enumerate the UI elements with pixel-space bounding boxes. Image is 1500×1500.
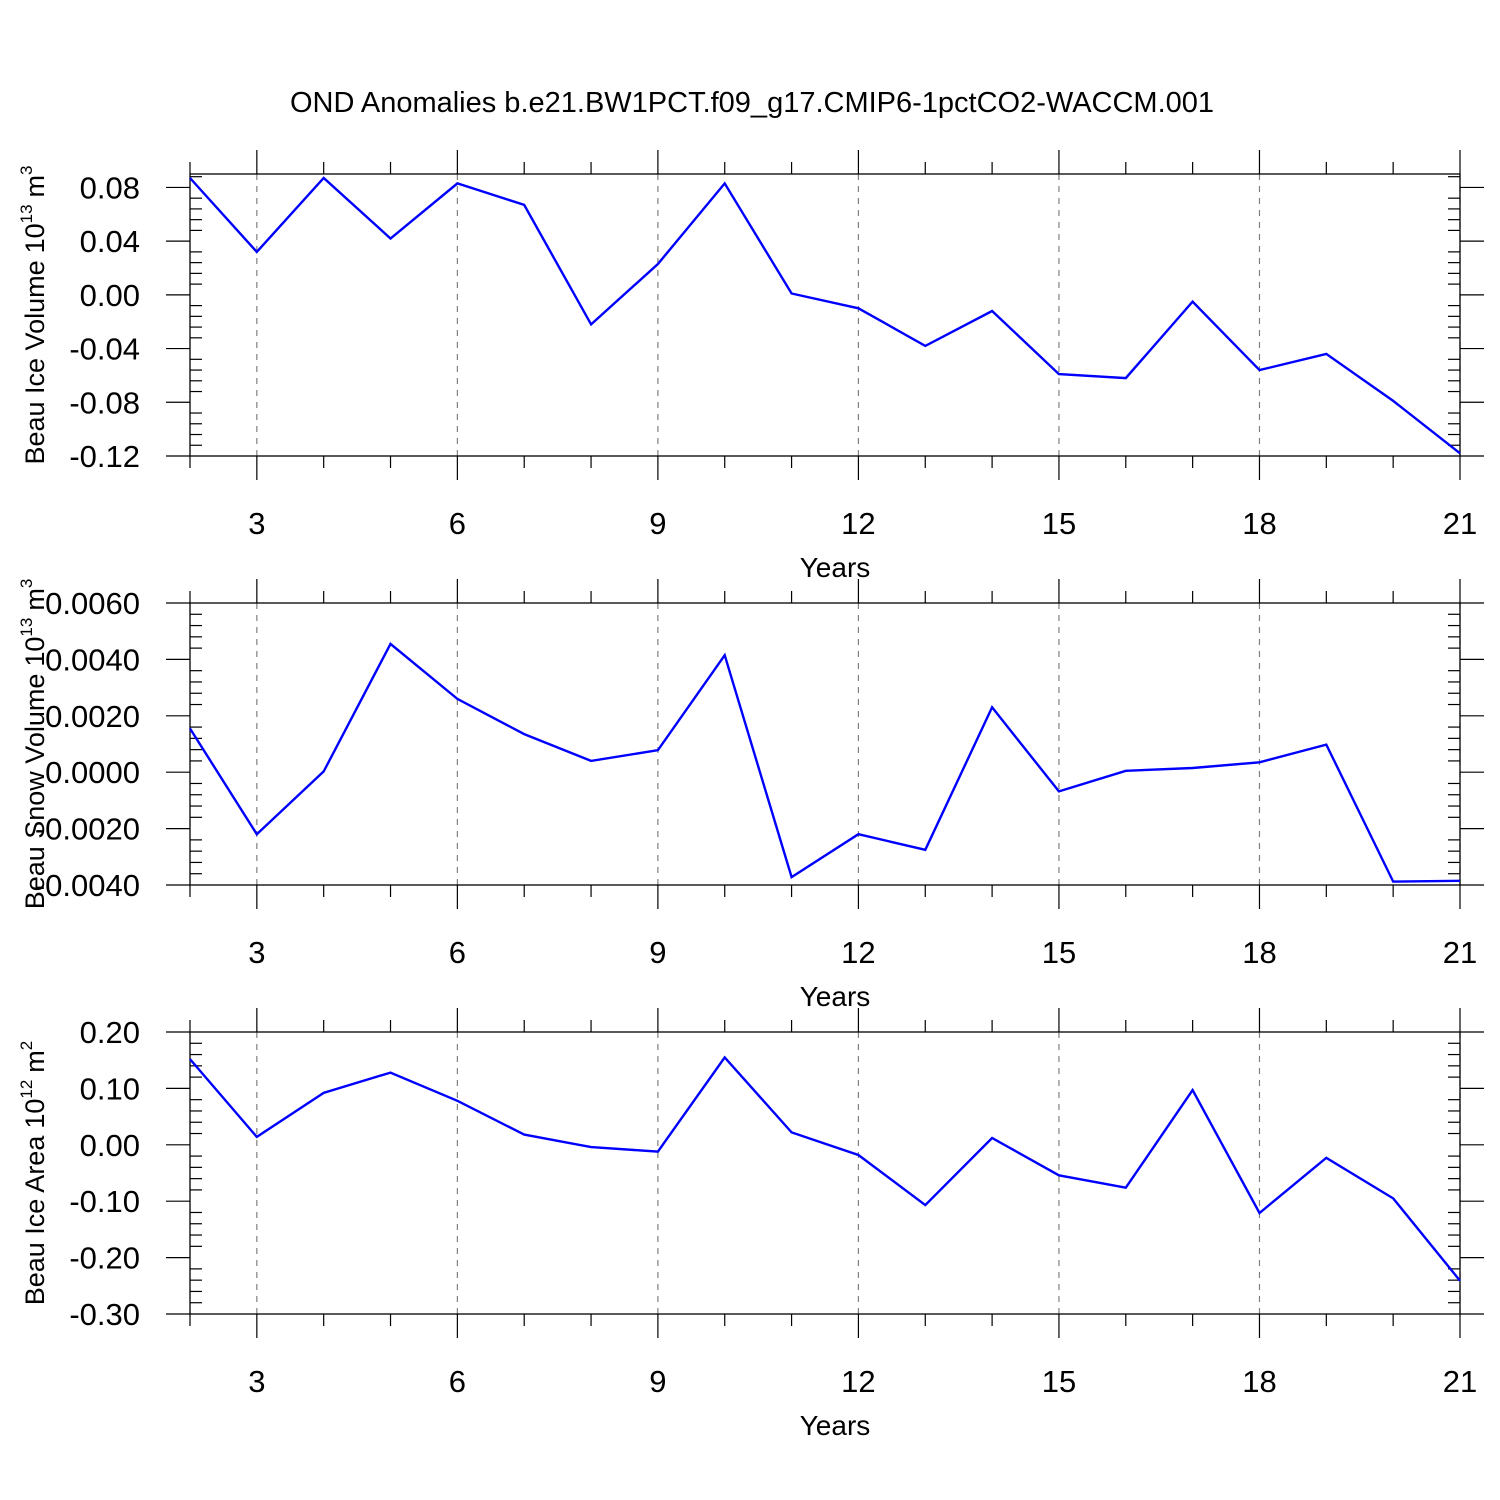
plot-frame — [189, 602, 1461, 886]
y-tick-label: -0.04 — [69, 332, 140, 367]
x-tick-label: 6 — [449, 1364, 466, 1399]
x-tick-label: 3 — [248, 935, 265, 970]
x-axis-label: Years — [800, 981, 871, 1012]
plot-frame — [189, 1031, 1461, 1315]
data-line-series — [188, 642, 1461, 883]
y-axis-label-power: 10 — [20, 1099, 50, 1129]
y-axis-label-exponent: 13 — [17, 204, 36, 223]
y-tick-label: 0.08 — [80, 170, 140, 205]
x-tick-label: 18 — [1242, 506, 1276, 541]
x-tick-label: 9 — [649, 506, 666, 541]
y-axis-label-power: 10 — [20, 223, 50, 253]
y-tick-label: 0.00 — [80, 278, 140, 313]
x-tick-label: 15 — [1042, 506, 1076, 541]
y-tick-label: 0.0000 — [45, 755, 140, 790]
chart-panel-3: 0.20 0.10 0.00 -0.10 -0.20 -0.30 3 6 9 12 15 18 21 Ye… — [17, 1008, 1484, 1441]
y-axis-label: Beau Snow Volume 1013 m3 — [17, 579, 50, 910]
y-axis-label-unit-exponent: 3 — [17, 165, 36, 174]
x-tick-label: 21 — [1443, 1364, 1477, 1399]
y-tick-label: -0.30 — [69, 1297, 140, 1332]
y-axis-label-exponent: 13 — [17, 618, 36, 637]
y-axis-label-name: Beau Ice Volume — [20, 260, 50, 464]
y-tick-label: -0.0040 — [35, 868, 140, 903]
y-axis-label-name: Beau Ice Area — [20, 1135, 50, 1306]
plot-frame — [189, 173, 1461, 457]
y-tick-label: 0.00 — [80, 1128, 140, 1163]
y-axis-label-unit: m — [20, 588, 50, 611]
y-tick-label: -0.12 — [69, 439, 140, 474]
y-axis-label-exponent: 12 — [17, 1080, 36, 1099]
y-tick-label: 0.0040 — [45, 642, 140, 677]
panels: 0.08 0.04 0.00 -0.04 -0.08 -0.12 3 6 9 12 15 18 21 Ye… — [17, 150, 1484, 1441]
y-tick-label: -0.10 — [69, 1184, 140, 1219]
y-tick-label: -0.08 — [69, 385, 140, 420]
y-axis-label-unit-exponent: 3 — [17, 579, 36, 588]
y-axis-label-unit-exponent: 2 — [17, 1041, 36, 1050]
y-axis-label: Beau Ice Area 1012 m2 — [17, 1041, 50, 1306]
y-axis-label-name: Beau Snow Volume — [20, 674, 50, 910]
y-axis-label-power: 10 — [20, 637, 50, 667]
x-tick-label: 21 — [1443, 935, 1477, 970]
x-tick-label: 12 — [841, 935, 875, 970]
y-tick-label: 0.0060 — [45, 586, 140, 621]
data-line-series — [189, 1055, 1461, 1282]
x-tick-label: 6 — [449, 935, 466, 970]
x-tick-label: 12 — [841, 1364, 875, 1399]
x-tick-label: 9 — [649, 1364, 666, 1399]
x-tick-label: 12 — [841, 506, 875, 541]
x-tick-label: 21 — [1443, 506, 1477, 541]
y-tick-label: 0.10 — [80, 1071, 140, 1106]
x-axis-label: Years — [800, 1410, 871, 1441]
x-tick-label: 15 — [1042, 935, 1076, 970]
y-tick-label: 0.0020 — [45, 699, 140, 734]
figure-title: OND Anomalies b.e21.BW1PCT.f09_g17.CMIP6… — [290, 87, 1214, 119]
x-tick-label: 15 — [1042, 1364, 1076, 1399]
chart-panel-1: 0.08 0.04 0.00 -0.04 -0.08 -0.12 3 6 9 12 15 18 21 Ye… — [17, 150, 1484, 583]
x-tick-label: 3 — [248, 1364, 265, 1399]
y-axis-label: Beau Ice Volume 1013 m3 — [17, 165, 50, 464]
data-line-series — [189, 176, 1461, 455]
y-tick-label: -0.20 — [69, 1241, 140, 1276]
x-tick-label: 3 — [248, 506, 265, 541]
y-tick-label: 0.20 — [80, 1015, 140, 1050]
y-axis-label-unit: m — [20, 175, 50, 198]
chart-panel-2: 0.0060 0.0040 0.0020 0.0000 -0.0020 -0.0040 3 6… — [17, 579, 1484, 1012]
y-tick-label: -0.0020 — [35, 812, 140, 847]
x-tick-label: 9 — [649, 935, 666, 970]
y-tick-label: 0.04 — [80, 224, 140, 259]
x-tick-label: 6 — [449, 506, 466, 541]
x-axis-label: Years — [800, 552, 871, 583]
x-tick-label: 18 — [1242, 1364, 1276, 1399]
y-axis-label-unit: m — [20, 1050, 50, 1073]
x-tick-label: 18 — [1242, 935, 1276, 970]
